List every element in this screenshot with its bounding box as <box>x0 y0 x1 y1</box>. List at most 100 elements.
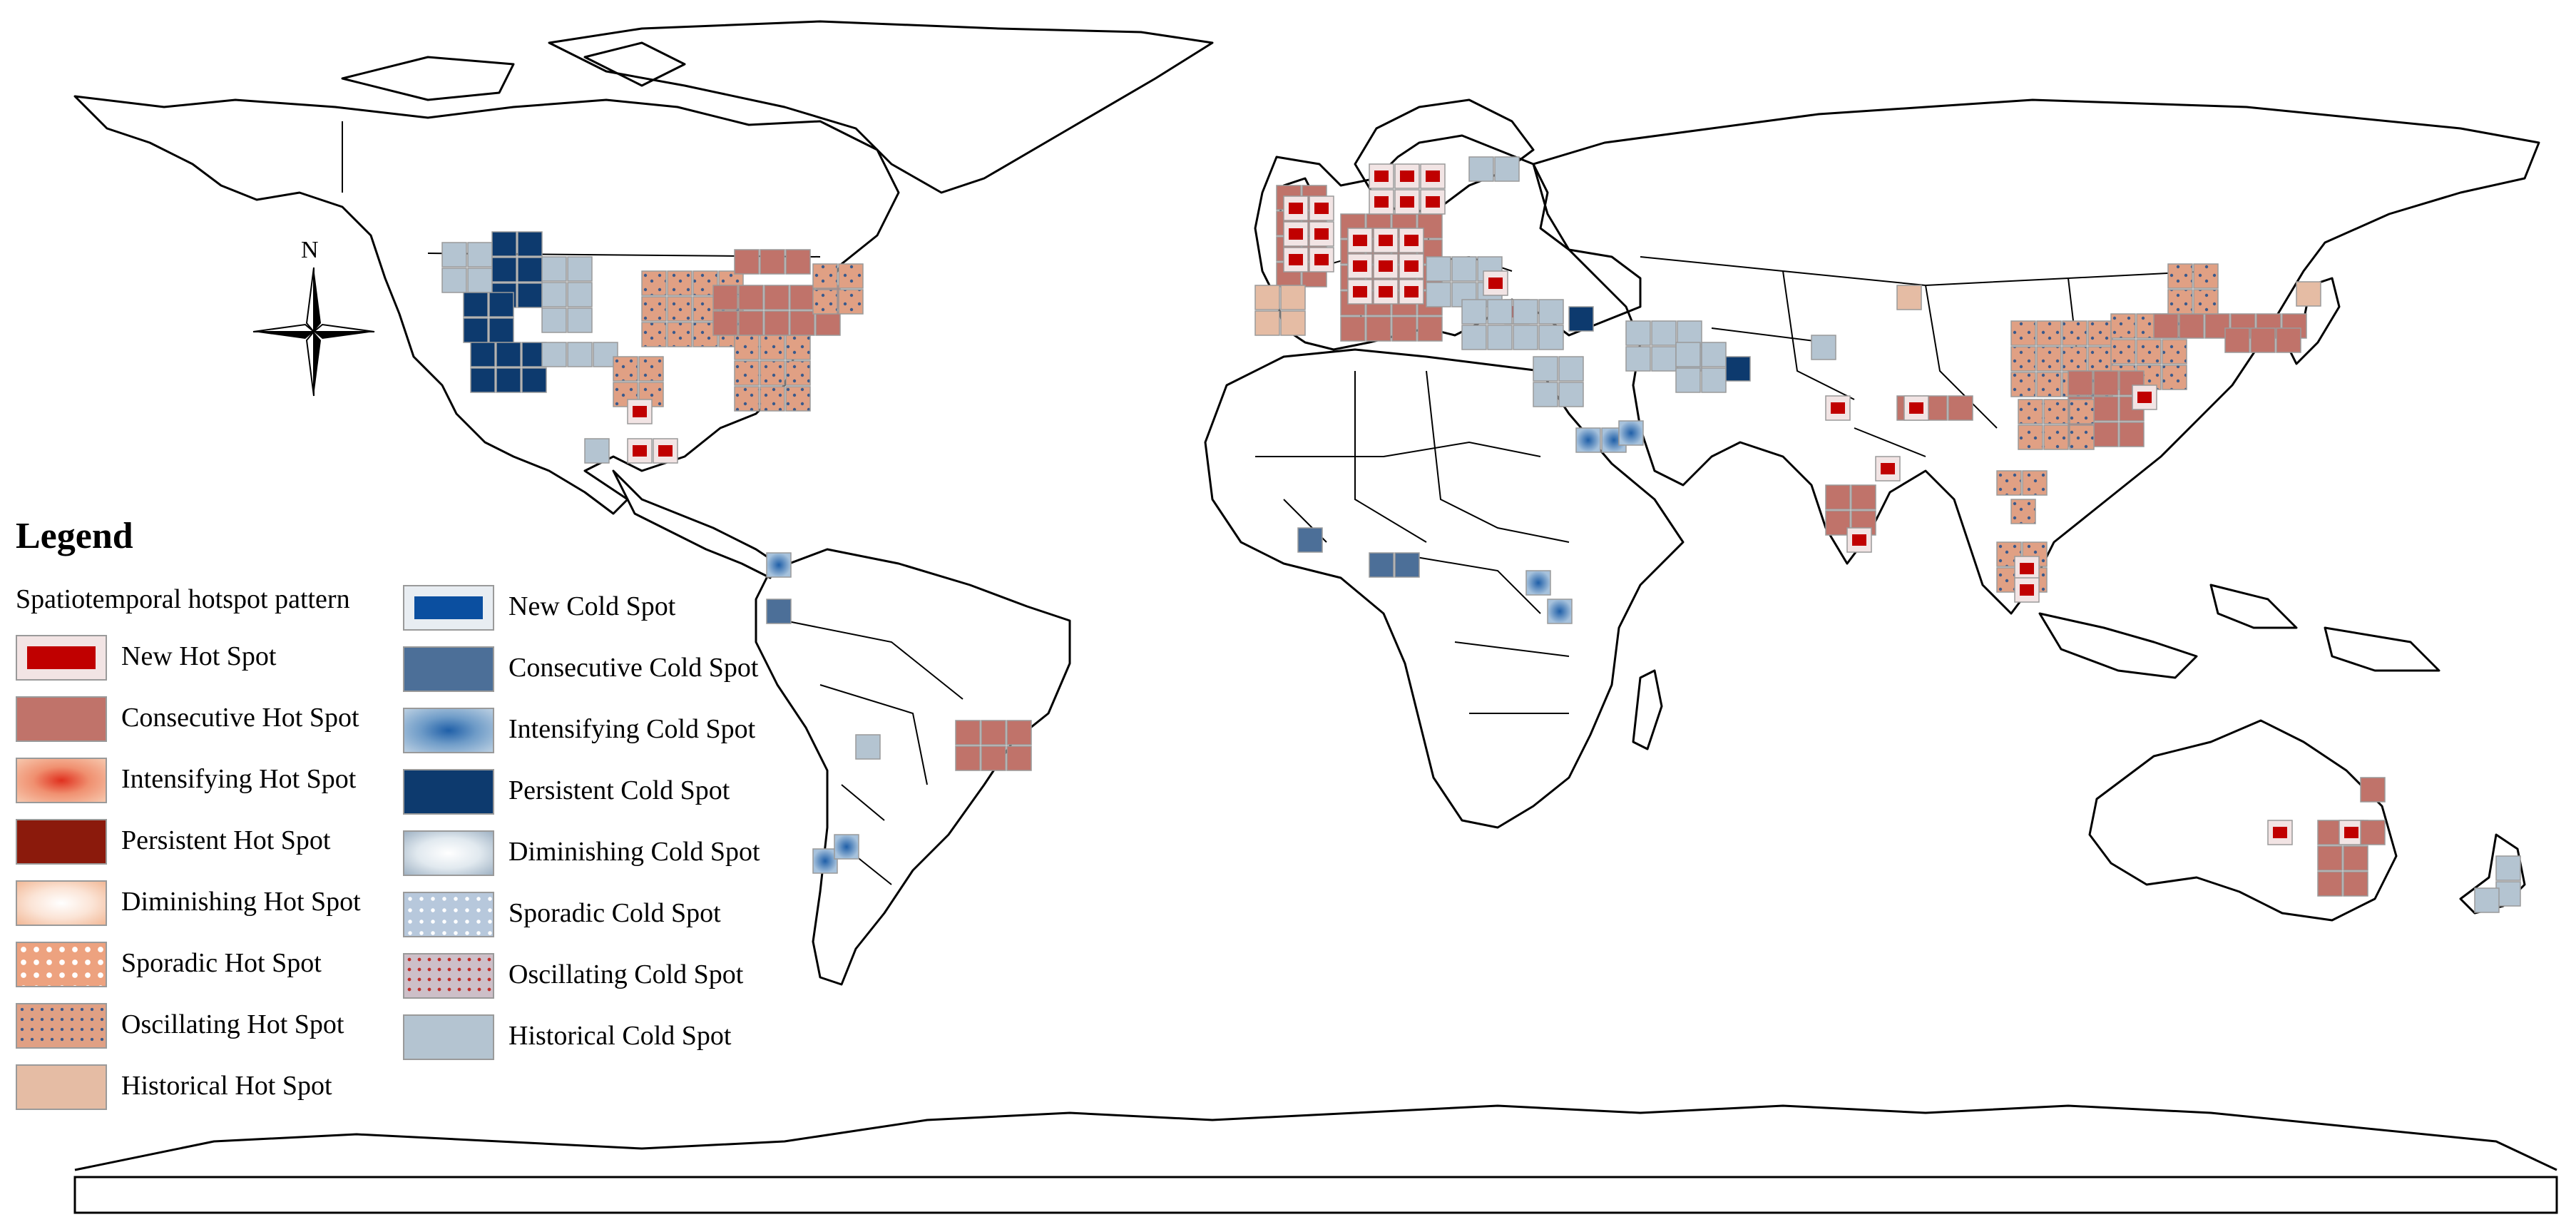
oscillating-hot-cell <box>2062 346 2087 372</box>
oscillating-hot-cell <box>613 356 638 382</box>
historical-cold-cell <box>441 242 467 268</box>
new-hot-cell-core <box>1314 228 1329 240</box>
persistent-cold-cell <box>521 367 547 393</box>
consecutive-hot-cell <box>1851 484 1876 510</box>
new-hot-cell-core <box>633 445 647 457</box>
new-hot-cell-core <box>1404 235 1419 246</box>
new-hot-cell-core <box>1379 235 1393 246</box>
consecutive-hot-cell <box>2343 845 2368 871</box>
intensifying-cold-cell <box>766 552 792 578</box>
legend-label: Consecutive Cold Spot <box>508 653 759 683</box>
historical-cold-cell <box>1701 342 1727 367</box>
historical-cold-cell <box>567 342 593 367</box>
historical-cold-cell <box>467 242 493 268</box>
oscillating-hot-cell <box>2010 372 2036 397</box>
historical-cold-cell <box>1487 325 1513 350</box>
consecutive-hot-cell <box>2224 327 2250 353</box>
consecutive-hot-cell <box>2068 370 2093 396</box>
legend-label: Persistent Hot Spot <box>121 825 331 855</box>
persistent-cold-cell <box>463 317 489 343</box>
oscillating-hot-cell <box>760 386 785 412</box>
oscillating-hot-cell <box>734 335 760 360</box>
oscillating-hot-cell <box>2167 289 2193 315</box>
consecutive-hot-cell <box>2093 422 2119 447</box>
consecutive-hot-cell <box>734 249 760 275</box>
historical-hot-cell <box>1280 310 1306 336</box>
legend-label: Sporadic Cold Spot <box>508 898 721 928</box>
new-hot-cell-core <box>2020 563 2034 574</box>
intensifying-hot-spot-swatch <box>16 758 107 803</box>
greenland-outline <box>548 20 1214 194</box>
oscillating-hot-cell <box>667 296 692 322</box>
historical-cold-cell <box>1513 299 1538 325</box>
new-hot-cell <box>1283 195 1309 221</box>
persistent-cold-cell <box>470 342 496 367</box>
south-america-borders <box>784 620 964 885</box>
intensifying-cold-cell <box>834 834 859 860</box>
arctic-islands-outline <box>341 41 686 101</box>
africa-borders <box>1255 370 1570 714</box>
diminishing-hot-spot-swatch <box>16 880 107 926</box>
new-hot-cell-core <box>658 445 673 457</box>
north-label: N <box>301 237 319 263</box>
consecutive-hot-cell <box>2093 370 2119 396</box>
persistent-cold-cell <box>463 292 489 317</box>
consecutive-hot-cell <box>2343 871 2368 897</box>
historical-cold-spot-swatch <box>403 1014 494 1060</box>
oscillating-hot-cell <box>812 289 838 315</box>
oscillating-hot-cell <box>2193 263 2219 289</box>
oscillating-hot-cell <box>2036 346 2062 372</box>
new-hot-cell <box>1283 221 1309 247</box>
consecutive-hot-cell <box>1340 316 1366 342</box>
new-hot-cell-core <box>1852 534 1866 546</box>
consecutive-hot-cell <box>785 249 811 275</box>
consecutive-hot-cell <box>1825 510 1851 536</box>
oscillating-hot-cell <box>2010 499 2036 524</box>
consecutive-hot-cell <box>1825 484 1851 510</box>
historical-cold-cell <box>1811 335 1836 360</box>
historical-cold-cell <box>541 307 567 333</box>
historical-cold-cell <box>855 734 881 760</box>
oscillating-hot-cell <box>838 289 864 315</box>
persistent-cold-cell <box>496 367 521 393</box>
persistent-cold-cell <box>517 282 543 308</box>
legend-label: Diminishing Hot Spot <box>121 887 361 917</box>
oscillating-hot-cell <box>2062 320 2087 346</box>
historical-cold-cell <box>441 268 467 293</box>
persistent-cold-cell <box>491 231 517 257</box>
consecutive-cold-cell <box>1297 527 1323 553</box>
africa-outline <box>1204 348 1685 829</box>
persistent-hot-spot-swatch <box>16 819 107 865</box>
oscillating-hot-cell <box>785 335 811 360</box>
historical-cold-cell <box>1468 156 1494 182</box>
oscillating-hot-cell <box>2043 399 2069 424</box>
new-cold-spot-swatch <box>403 585 494 631</box>
historical-cold-cell <box>567 307 593 333</box>
map-frame <box>73 1176 2558 1214</box>
legend-label: Intensifying Hot Spot <box>121 764 357 794</box>
historical-cold-cell <box>1677 320 1702 346</box>
oscillating-hot-cell <box>641 270 667 296</box>
oscillating-hot-cell <box>2010 320 2036 346</box>
consecutive-hot-cell <box>738 310 764 336</box>
sporadic-hot-spot-swatch <box>16 942 107 987</box>
new-hot-cell-core <box>1289 254 1303 265</box>
consecutive-hot-cell <box>1006 745 1032 771</box>
historical-cold-cell <box>567 256 593 282</box>
new-hot-cell-core <box>1289 228 1303 240</box>
consecutive-hot-cell <box>789 310 815 336</box>
new-hot-cell-core <box>1909 402 1923 414</box>
consecutive-hot-cell <box>1391 316 1417 342</box>
consecutive-hot-cell <box>1948 395 1973 421</box>
consecutive-hot-cell <box>2317 845 2343 871</box>
historical-cold-cell <box>1461 299 1487 325</box>
consecutive-hot-cell <box>981 745 1006 771</box>
consecutive-cold-cell <box>1369 552 1394 578</box>
new-hot-cell-core <box>1831 402 1845 414</box>
legend-label: Historical Hot Spot <box>121 1071 332 1101</box>
legend-label: Historical Cold Spot <box>508 1021 732 1051</box>
new-hot-cell <box>1394 163 1420 189</box>
historical-cold-cell <box>584 438 610 464</box>
new-hot-cell-core <box>1379 286 1393 297</box>
historical-hot-cell <box>1280 285 1306 310</box>
